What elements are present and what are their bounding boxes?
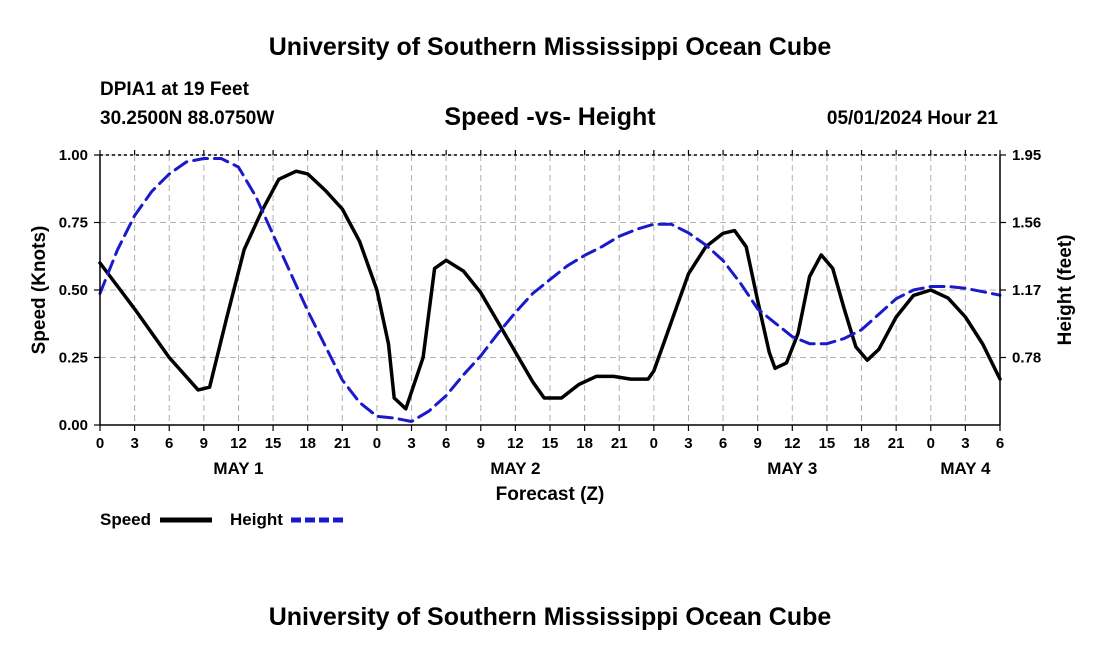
x-tick-label: 6	[996, 435, 1004, 452]
y-tick-label: 0.25	[59, 350, 88, 367]
series-speed-line	[98, 169, 1002, 411]
x-tick-label: 0	[96, 435, 104, 452]
y2-tick-label: 0.78	[1012, 350, 1041, 367]
x-axis-label: Forecast (Z)	[496, 484, 605, 505]
x-tick-label: 21	[888, 435, 905, 452]
x-tick-label: 3	[130, 435, 138, 452]
page-title: University of Southern Mississippi Ocean…	[269, 33, 832, 61]
axes: 0 3 6 9 12 15 18 21 0 3 6 9 12 15 18 21 0 3 6 9 12 15 18 21 0 3 6M…	[59, 147, 1041, 478]
series-group	[98, 157, 1002, 423]
x-tick-label: 9	[754, 435, 762, 452]
location-label: 30.2500N 88.0750W	[100, 108, 274, 129]
day-label: MAY 1	[213, 459, 263, 478]
x-tick-label: 15	[542, 435, 559, 452]
x-tick-label: 0	[927, 435, 935, 452]
x-tick-label: 18	[576, 435, 593, 452]
y2-tick-label: 1.95	[1012, 147, 1041, 164]
day-label: MAY 2	[490, 459, 540, 478]
y-axis-label: Speed (Knots)	[29, 226, 50, 355]
x-tick-label: 15	[265, 435, 282, 452]
x-tick-label: 18	[299, 435, 316, 452]
x-tick-label: 12	[784, 435, 801, 452]
footer-title: University of Southern Mississippi Ocean…	[269, 603, 832, 631]
legend-height-label: Height	[230, 510, 283, 529]
x-tick-label: 15	[819, 435, 836, 452]
x-tick-label: 9	[477, 435, 485, 452]
y2-tick-label: 1.17	[1012, 282, 1041, 299]
station-label: DPIA1 at 19 Feet	[100, 79, 250, 100]
x-tick-label: 9	[200, 435, 208, 452]
y-tick-label: 0.75	[59, 215, 88, 232]
x-tick-label: 6	[719, 435, 727, 452]
x-tick-label: 18	[853, 435, 870, 452]
y-tick-label: 0.00	[59, 417, 88, 434]
chart-title: Speed -vs- Height	[444, 103, 656, 131]
datetime-label: 05/01/2024 Hour 21	[827, 108, 999, 129]
y2-tick-label: 1.56	[1012, 215, 1041, 232]
legend: Speed Height	[100, 510, 343, 529]
y-tick-label: 0.50	[59, 282, 88, 299]
x-tick-label: 3	[684, 435, 692, 452]
y-tick-label: 1.00	[59, 147, 88, 164]
legend-speed-label: Speed	[100, 510, 151, 529]
x-tick-label: 3	[961, 435, 969, 452]
x-tick-label: 0	[650, 435, 658, 452]
x-tick-label: 12	[507, 435, 524, 452]
x-tick-label: 6	[165, 435, 173, 452]
x-tick-label: 0	[373, 435, 381, 452]
x-tick-label: 21	[334, 435, 351, 452]
day-label: MAY 4	[940, 459, 991, 478]
x-tick-label: 12	[230, 435, 247, 452]
day-label: MAY 3	[767, 459, 817, 478]
x-tick-label: 21	[611, 435, 628, 452]
series-height-line	[98, 157, 1002, 423]
y2-axis-label: Height (feet)	[1055, 235, 1076, 346]
x-tick-label: 6	[442, 435, 450, 452]
x-tick-label: 3	[407, 435, 415, 452]
